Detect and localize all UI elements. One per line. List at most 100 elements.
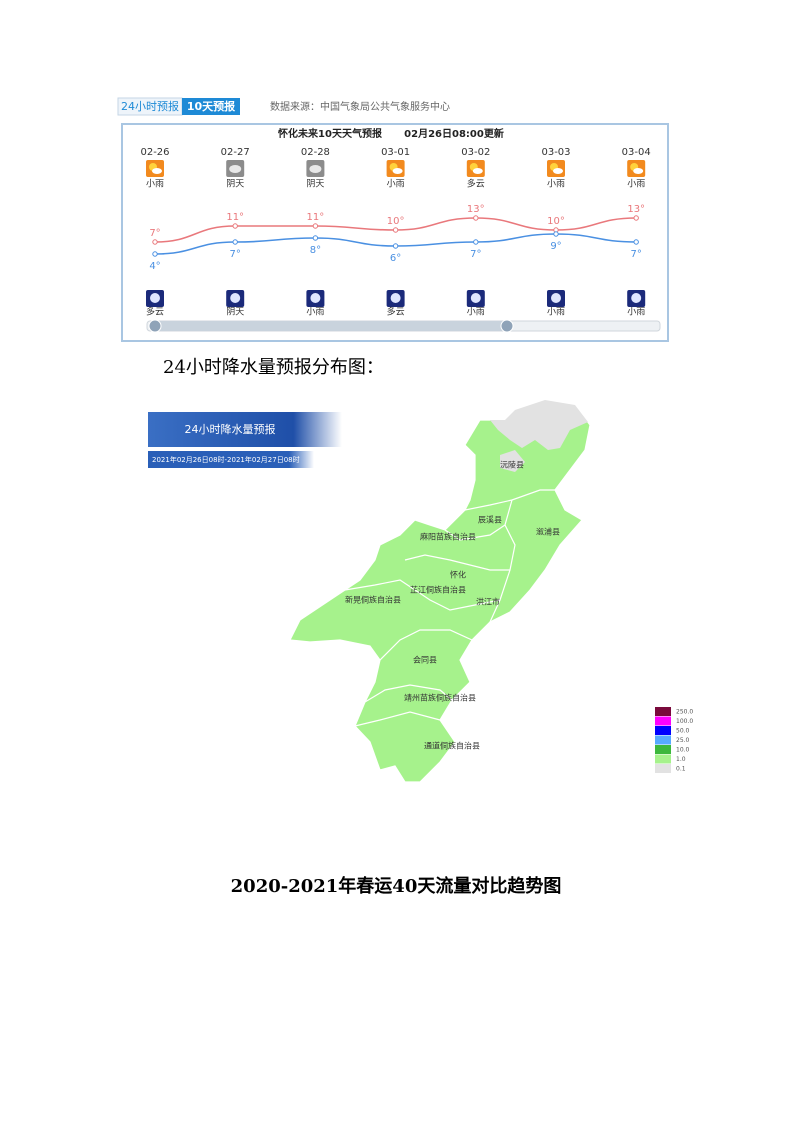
temp-label: 4°: [149, 261, 160, 272]
legend-swatch: [655, 735, 671, 745]
temp-label: 11°: [226, 212, 244, 223]
widget-title: 怀化未来10天天气预报: [278, 127, 382, 140]
icon: [470, 293, 481, 303]
temp-point: [312, 223, 319, 229]
icon: [633, 168, 644, 174]
legend-label: 0.1: [676, 766, 686, 773]
boundary: [404, 554, 510, 571]
day-weather: 小雨: [387, 179, 405, 190]
map-title: 24小时降水量预报: [185, 422, 276, 436]
icon: [472, 168, 483, 174]
legend-swatch: [655, 764, 671, 773]
icon: [631, 293, 642, 303]
icon: [309, 165, 322, 173]
icon: [551, 293, 561, 303]
county-label: 新晃侗族自治县: [345, 595, 401, 605]
county-label: 通道侗族自治县: [424, 741, 480, 751]
night-weather: 小雨: [306, 307, 324, 318]
temp-point: [633, 239, 639, 245]
icon: [553, 168, 563, 174]
day-weather: 多云: [467, 178, 485, 190]
night-weather: 多云: [387, 306, 405, 318]
icon: [150, 293, 160, 303]
county-label: 辰溪县: [478, 515, 502, 525]
map-dry-area: [490, 400, 588, 450]
boundary: [354, 711, 441, 727]
temp-point: [553, 231, 559, 237]
county-label: 麻阳苗族自治县: [420, 532, 476, 542]
legend-label: 50.0: [676, 728, 690, 735]
tab[interactable]: 24小时预报: [121, 99, 179, 113]
temp-label: 7°: [149, 228, 160, 239]
night-weather: 多云: [146, 306, 164, 318]
temp-label: 7°: [230, 249, 241, 260]
temp-label: 6°: [390, 253, 401, 264]
boundary: [364, 684, 453, 703]
tab-bg-active[interactable]: [182, 98, 240, 115]
legend-swatch: [655, 754, 671, 764]
source: 数据来源：中国气象局公共气象服务中心: [270, 100, 450, 113]
night-weather: 小雨: [547, 307, 565, 318]
caption: 24小时降水量预报分布图：: [163, 357, 384, 378]
temp-label: 7°: [631, 249, 642, 260]
day-weather: 阴天: [226, 179, 244, 190]
day-weather: 阴天: [306, 179, 324, 190]
legend-label: 10.0: [676, 747, 690, 754]
updated: 02月26日08:00更新: [404, 127, 504, 140]
heading: 2020-2021年春运40天流量对比趋势图: [231, 875, 562, 897]
legend-swatch: [655, 707, 671, 716]
county-label: 溆浦县: [536, 527, 560, 537]
county-label: 会同县: [413, 655, 437, 665]
county-label: 沅陵县: [500, 460, 524, 470]
temp-label: 10°: [387, 216, 405, 227]
boundary: [379, 629, 473, 661]
temp-point: [633, 215, 639, 221]
temp-label: 13°: [467, 204, 485, 215]
legend-label: 25.0: [676, 737, 690, 744]
day-weather: 小雨: [547, 179, 565, 190]
map: [289, 399, 591, 783]
temp-point: [152, 239, 158, 245]
icon: [310, 293, 321, 303]
temp-label: 13°: [627, 204, 645, 215]
icon: [229, 165, 242, 173]
legend-swatch: [655, 726, 671, 735]
day-weather: 小雨: [146, 179, 164, 190]
temp-point: [473, 215, 479, 221]
boundary: [464, 489, 555, 511]
map-dry-area: [500, 450, 525, 472]
date: 03-02: [461, 147, 490, 158]
date: 03-03: [541, 147, 570, 158]
temp-point: [232, 223, 238, 229]
icon: [390, 293, 401, 303]
county-label: 芷江侗族自治县: [410, 585, 466, 595]
night-weather: 阴天: [226, 307, 244, 318]
icon: [152, 168, 162, 174]
date: 03-01: [381, 147, 410, 158]
temp-point: [312, 235, 319, 241]
date: 02-28: [301, 147, 330, 158]
map-banner: [148, 412, 342, 447]
legend-swatch: [655, 745, 671, 754]
boundary: [344, 579, 501, 611]
date: 02-26: [140, 147, 169, 158]
temp-label: 11°: [307, 212, 325, 223]
date: 03-04: [622, 147, 651, 158]
tab[interactable]: 10天预报: [187, 99, 236, 113]
date: 02-27: [221, 147, 250, 158]
legend-swatch: [655, 716, 671, 726]
temp-point: [152, 251, 158, 257]
icon: [230, 293, 241, 303]
temp-point: [232, 239, 238, 245]
legend-label: 100.0: [676, 718, 693, 725]
county-label: 靖州苗族侗族自治县: [404, 693, 476, 703]
night-weather: 小雨: [627, 307, 645, 318]
night-weather: 小雨: [467, 307, 485, 318]
slider-handle[interactable]: [500, 319, 514, 333]
icon: [392, 168, 403, 174]
day-weather: 小雨: [627, 179, 645, 190]
map-period: 2021年02月26日08时-2021年02月27日08时: [152, 455, 300, 464]
boundary: [489, 499, 516, 623]
slider-handle[interactable]: [148, 319, 162, 333]
